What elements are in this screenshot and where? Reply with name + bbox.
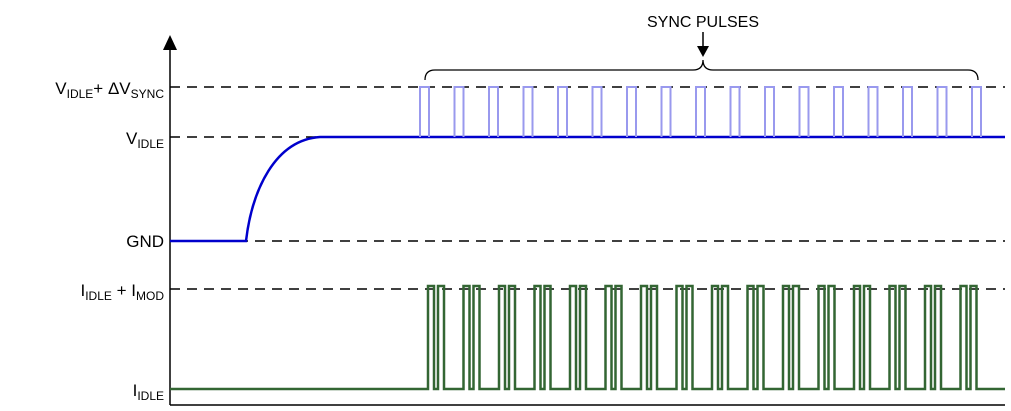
current-trace-group <box>170 284 1005 391</box>
label-v-sync: VIDLE+ ΔVSYNC <box>55 79 164 101</box>
label-gnd: GND <box>126 232 164 251</box>
current-trace <box>170 284 1005 391</box>
sync-pulse <box>902 86 913 137</box>
sync-pulse <box>453 86 465 137</box>
y-axis-arrow-icon <box>163 35 177 50</box>
sync-pulse <box>867 86 879 137</box>
sync-pulses-brace <box>424 59 979 81</box>
sync-pulse <box>798 86 810 137</box>
sync-pulse <box>522 86 534 137</box>
sync-pulse <box>660 86 672 137</box>
diagram-title: SYNC PULSES <box>647 14 759 31</box>
sync-pulse <box>833 86 844 137</box>
sync-pulse <box>419 86 430 137</box>
label-v-idle: VIDLE <box>126 129 164 151</box>
sync-pulse <box>764 86 775 137</box>
sync-pulse <box>591 86 603 137</box>
sync-pulse <box>488 86 499 137</box>
voltage-trace <box>170 135 1005 243</box>
sync-pulse-group <box>419 86 982 137</box>
sync-pulse <box>557 86 568 137</box>
sync-pulse <box>971 86 982 137</box>
label-i-mod: IIDLE + IMOD <box>80 281 164 303</box>
sync-pulse <box>695 86 706 137</box>
sync-pulse <box>729 86 741 137</box>
sync-pulse <box>936 86 948 137</box>
sync-pulse <box>626 86 637 137</box>
label-i-idle: IIDLE <box>133 381 164 403</box>
sync-pulses-arrow-icon <box>697 46 709 57</box>
